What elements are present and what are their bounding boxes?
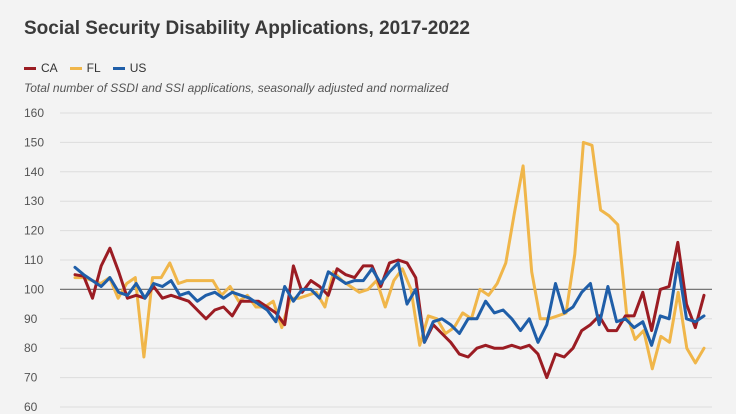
- legend-item-us: US: [112, 61, 147, 75]
- y-tick-label-150: 150: [24, 135, 44, 149]
- y-tick-label-160: 160: [24, 106, 44, 120]
- y-tick-label-110: 110: [24, 253, 43, 267]
- y-tick-label-80: 80: [24, 341, 38, 355]
- legend-swatch-us: [112, 66, 125, 70]
- y-tick-label-130: 130: [24, 194, 44, 208]
- legend: CA FL US: [24, 61, 146, 75]
- legend-swatch-fl: [69, 66, 82, 70]
- series-line-ca: [73, 240, 706, 380]
- legend-item-ca: CA: [24, 61, 58, 75]
- y-tick-label-100: 100: [24, 282, 44, 296]
- legend-label-us: US: [129, 61, 147, 75]
- series-line-us: [73, 261, 706, 347]
- y-tick-label-140: 140: [24, 165, 44, 179]
- y-tick-label-70: 70: [24, 371, 38, 385]
- series-lines: [73, 140, 706, 380]
- legend-label-fl: FL: [86, 61, 101, 75]
- y-axis-ticks: 60 70 80 90 100 110 120 130 140 150 160: [24, 106, 44, 414]
- gridlines: [60, 112, 712, 408]
- chart-subtitle: Total number of SSDI and SSI application…: [24, 81, 449, 95]
- chart-title: Social Security Disability Applications,…: [24, 18, 470, 39]
- legend-swatch-ca: [24, 66, 36, 70]
- legend-label-ca: CA: [41, 61, 58, 75]
- y-tick-label-90: 90: [24, 312, 38, 326]
- series-line-fl: [73, 140, 706, 371]
- legend-item-fl: FL: [69, 61, 101, 75]
- y-tick-label-60: 60: [24, 400, 38, 414]
- y-tick-label-120: 120: [24, 224, 44, 238]
